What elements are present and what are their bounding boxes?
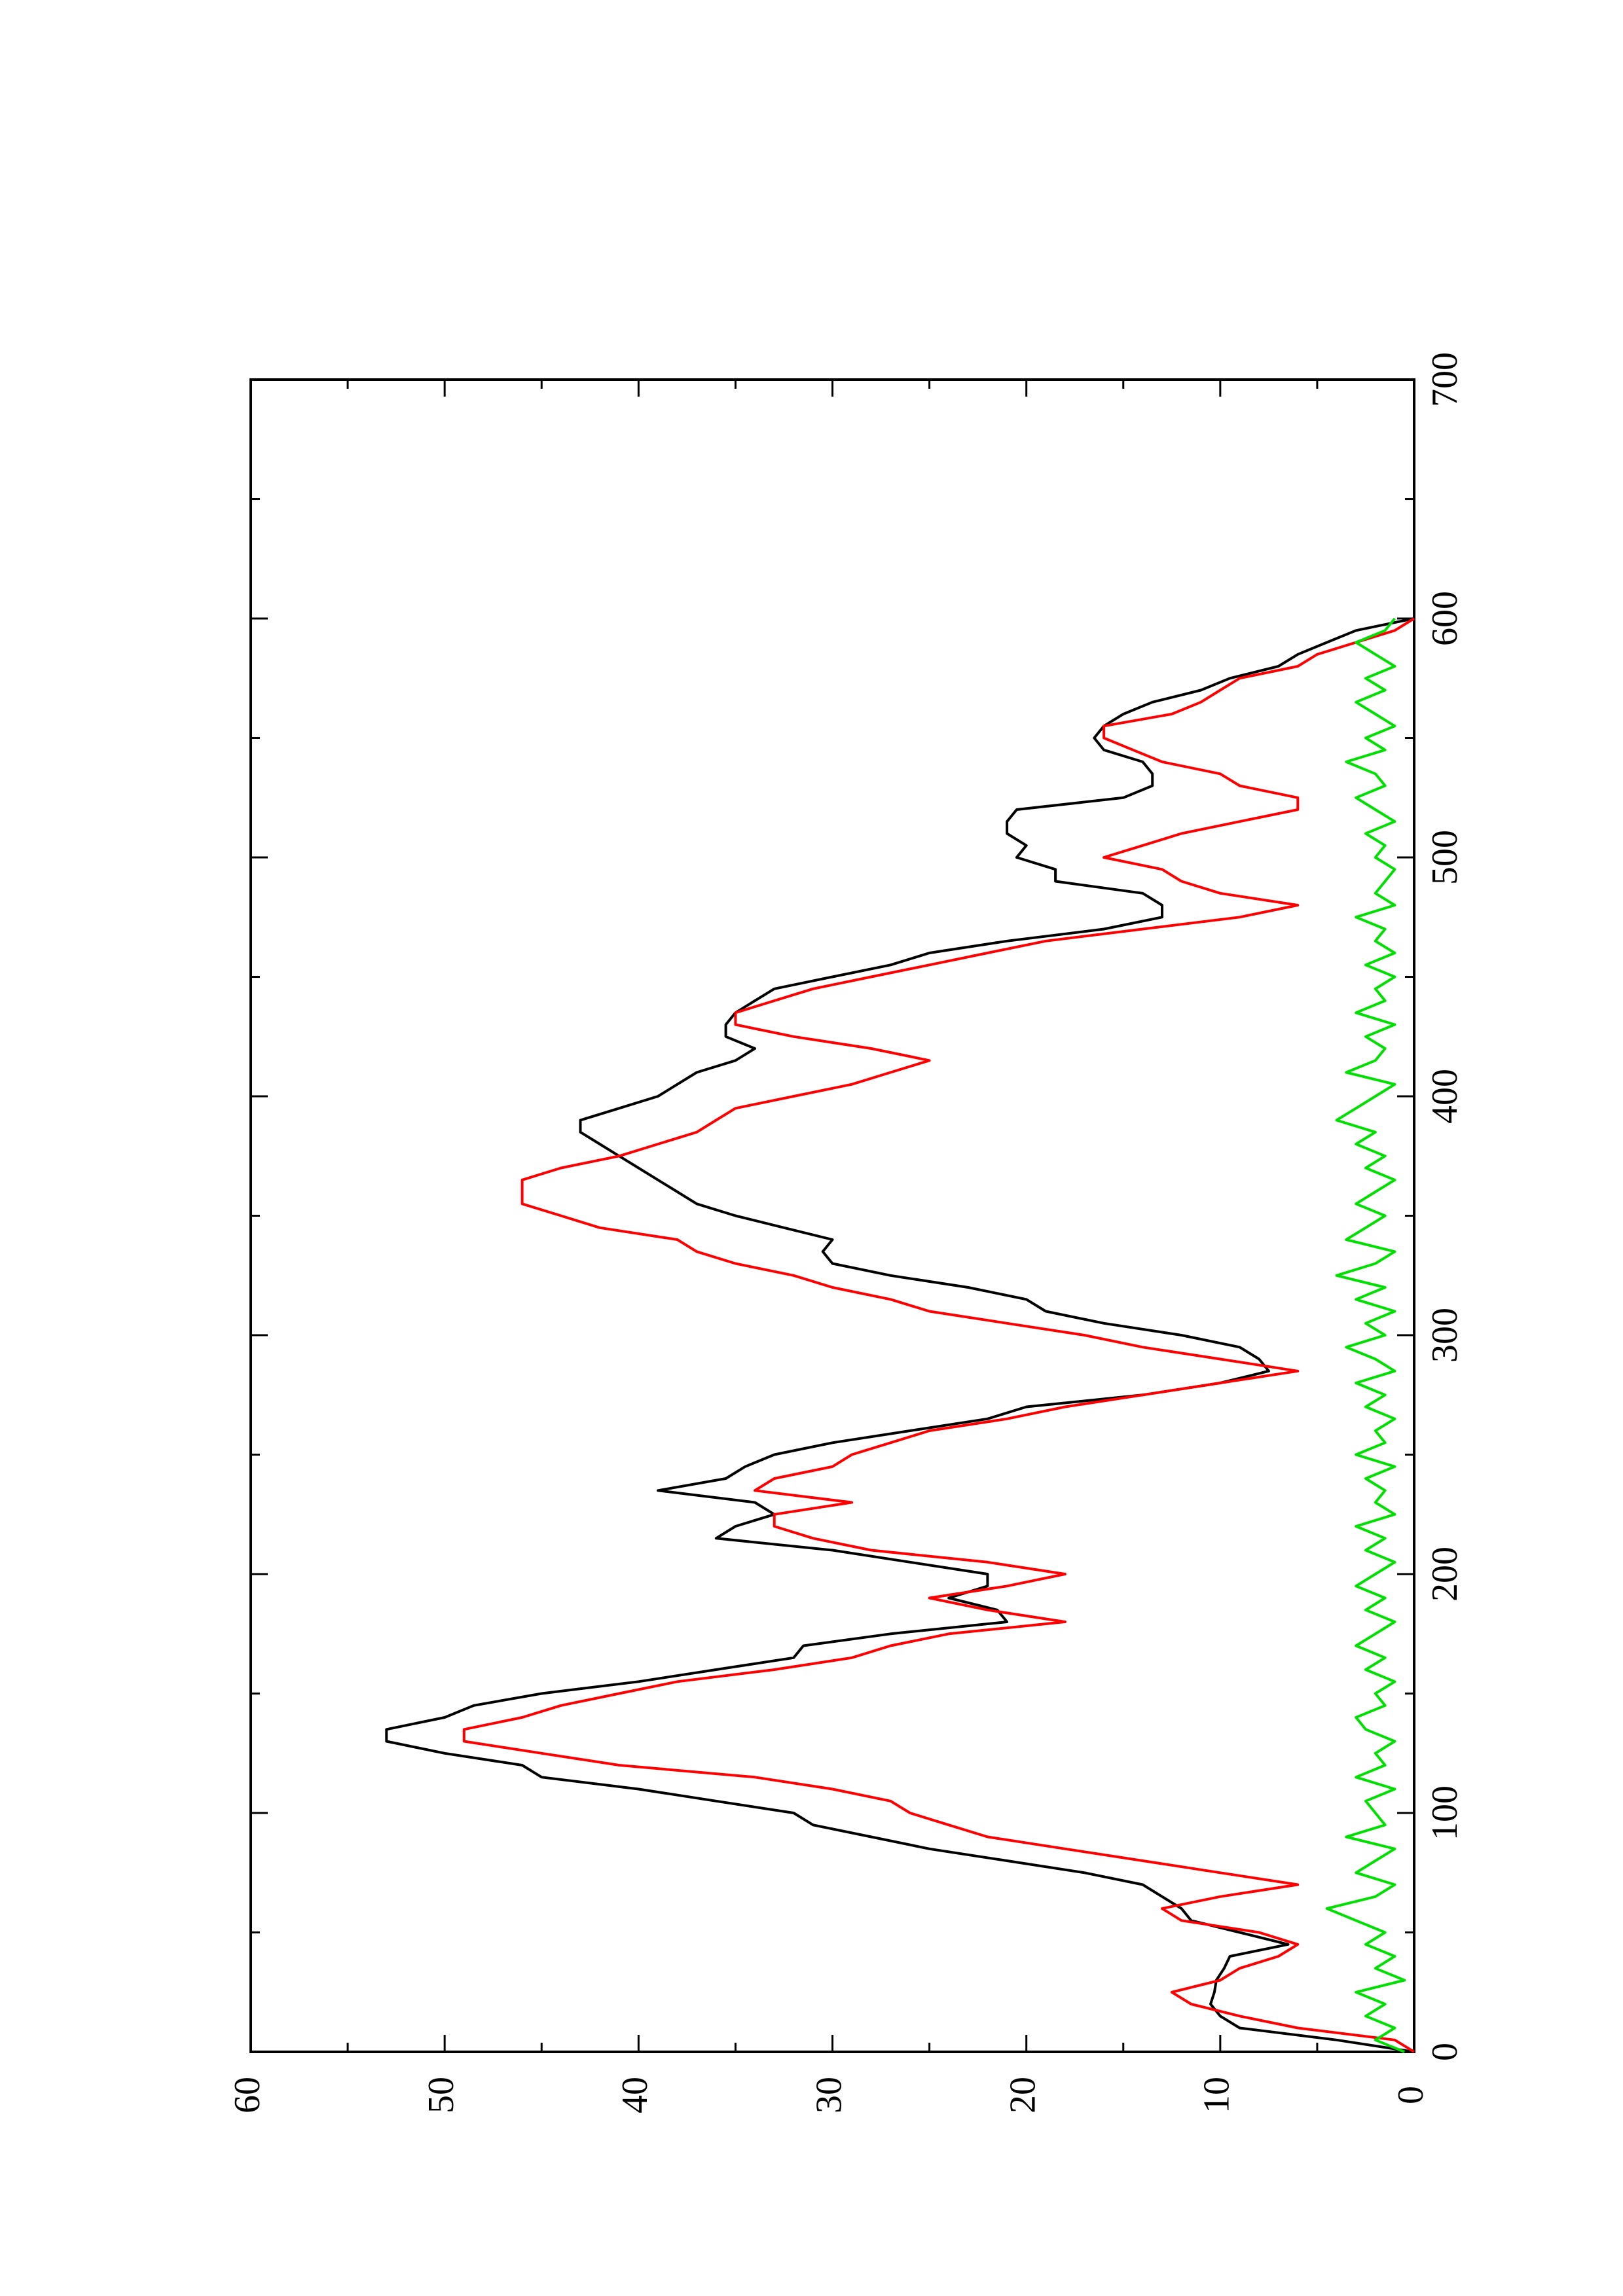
axis-ticks <box>249 378 1415 2053</box>
series-group <box>385 617 1415 2053</box>
x-tick-label: 300 <box>1425 1308 1465 1363</box>
series-line-2 <box>462 617 1415 2053</box>
x-tick-label: 0 <box>1425 2043 1465 2061</box>
x-tick-label: 600 <box>1425 591 1465 646</box>
plot-frame <box>249 378 1415 2053</box>
x-tick-label: 400 <box>1425 1069 1465 1124</box>
x-tick-label: 500 <box>1425 830 1465 885</box>
x-tick-label: 700 <box>1425 352 1465 407</box>
series-line-3 <box>1325 617 1406 2053</box>
y-tick-label: 60 <box>227 2077 268 2113</box>
y-tick-label: 30 <box>809 2077 849 2113</box>
y-tick-label: 50 <box>421 2077 462 2113</box>
y-tick-label: 20 <box>1003 2077 1044 2113</box>
x-tick-label: 100 <box>1425 1785 1465 1840</box>
y-tick-label: 0 <box>1391 2086 1431 2104</box>
y-tick-label: 10 <box>1197 2077 1237 2113</box>
series-line-1 <box>385 617 1415 2053</box>
tick-labels: 0 100 200 300 400 500 600 700 0 10 20 30 40 50 60 <box>227 352 1465 2113</box>
x-tick-label: 200 <box>1425 1547 1465 1602</box>
y-tick-label: 40 <box>615 2077 655 2113</box>
